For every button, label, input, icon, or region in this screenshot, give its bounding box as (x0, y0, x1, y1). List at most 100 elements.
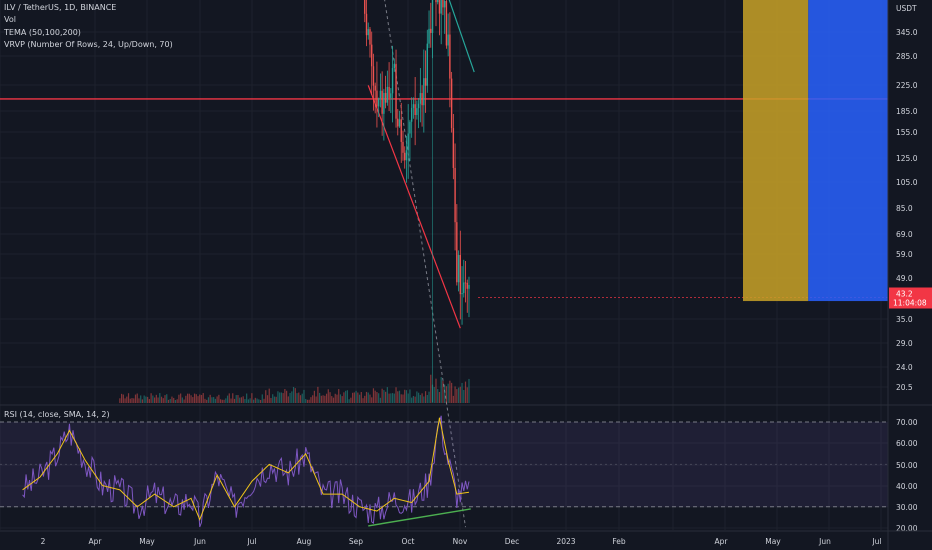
volume-bar (282, 393, 284, 403)
volume-bar (317, 386, 319, 403)
volume-bar (388, 393, 390, 403)
volume-bar (329, 392, 331, 403)
tema-legend[interactable]: TEMA (50,100,200) (4, 28, 81, 37)
vol-legend[interactable]: Vol (4, 15, 16, 24)
candle-body (464, 282, 467, 284)
volume-bar (468, 378, 470, 403)
time-axis-tick: 2023 (556, 537, 575, 546)
volume-bar (173, 397, 175, 403)
volume-bar (402, 394, 404, 403)
volume-bar (174, 399, 177, 403)
volume-bar (232, 393, 234, 403)
volume-bar (254, 397, 256, 403)
volume-bar (277, 391, 279, 403)
current-price-value: 43.2 (896, 290, 913, 299)
volume-bar (454, 386, 456, 403)
candle-body (397, 118, 399, 127)
candle-body (437, 0, 439, 3)
price-axis-tick: 20.5 (896, 383, 913, 392)
volume-bar (206, 399, 208, 403)
candle-body (452, 128, 455, 168)
time-axis-tick: Jul (246, 537, 256, 546)
price-axis-tick: 155.0 (896, 128, 918, 137)
volume-bar (249, 398, 251, 403)
volume-bar (209, 394, 211, 403)
candle-body (384, 92, 387, 103)
volume-bar (322, 395, 324, 403)
volume-bar (240, 397, 243, 403)
time-axis-tick: May (139, 537, 155, 546)
volume-bar (365, 391, 368, 403)
price-axis[interactable]: USDT 345.0 285.0 225.0 185.0 155.0 125.0 105.0 8… (887, 0, 932, 550)
candle-body (405, 150, 408, 161)
volume-bar (176, 399, 178, 403)
volume-bar (405, 390, 408, 403)
candle-body (459, 254, 462, 295)
volume-bar (178, 394, 180, 403)
volume-bar (275, 396, 277, 403)
candle-body (417, 103, 420, 109)
volume-bar (452, 395, 454, 403)
volume-bar (327, 389, 329, 403)
volume-bar (360, 391, 362, 403)
volume-bar (244, 399, 246, 403)
volume-bar (428, 391, 430, 403)
volume-bar (395, 387, 397, 403)
volume-bar (390, 393, 392, 403)
rsi-legend[interactable]: RSI (14, close, SMA, 14, 2) (4, 410, 110, 419)
volume-bar (266, 395, 269, 403)
volume-bar (367, 392, 369, 403)
volume-bar (239, 397, 241, 403)
candle-body (449, 34, 451, 79)
volume-bar (411, 397, 413, 403)
price-axis-tick: 35.0 (896, 315, 913, 324)
candle-body (386, 86, 389, 103)
vrvp-legend[interactable]: VRVP (Number Of Rows, 24, Up/Down, 70) (4, 40, 173, 49)
candle-body (391, 68, 394, 94)
time-axis-tick: Oct (402, 537, 415, 546)
volume-bar (138, 398, 140, 403)
candle-body (395, 63, 397, 119)
volume-bar (268, 388, 270, 403)
candle-body (438, 0, 441, 14)
volume-bar (416, 391, 418, 403)
candle-body (421, 93, 423, 106)
volume-bar (400, 394, 402, 403)
candle-body (424, 78, 427, 86)
candle-body (426, 43, 429, 86)
volume-bar (263, 398, 265, 403)
price-axis-tick: 69.0 (896, 230, 913, 239)
volume-bar (230, 398, 232, 403)
volume-bar (180, 393, 182, 403)
candle-body (430, 28, 432, 33)
candle-body (404, 152, 406, 161)
symbol-title[interactable]: ILV / TetherUS, 1D, BINANCE (4, 3, 117, 12)
volume-bar (391, 393, 394, 403)
volume-bar (157, 397, 159, 403)
volume-bar (381, 388, 383, 403)
time-axis-tick: Dec (505, 537, 520, 546)
candle-body (431, 0, 434, 33)
volume-bar (310, 397, 312, 403)
volume-bar (466, 387, 468, 403)
price-axis-unit: USDT (896, 4, 917, 13)
volume-bar (456, 389, 458, 403)
volume-profile (743, 0, 888, 302)
candle-body (412, 104, 415, 108)
price-axis-tick: 59.0 (896, 250, 913, 259)
volume-bar (447, 383, 449, 403)
candle-body (377, 98, 380, 107)
time-axis[interactable]: 2 Apr May Jun Jul Aug Sep Oct Nov Dec 2023 Feb Apr Ma… (0, 530, 932, 546)
rsi-axis-tick: 20.00 (896, 524, 918, 533)
volume-bar (463, 389, 465, 403)
candle-body (365, 13, 368, 36)
volume-bar (171, 396, 173, 403)
volume-bar (270, 397, 272, 403)
volume-bar (433, 387, 435, 403)
volume-bar (148, 399, 150, 403)
volume-bar (313, 390, 315, 403)
volume-bar (181, 397, 183, 403)
volume-bar (292, 386, 295, 403)
candle-body (414, 104, 416, 116)
